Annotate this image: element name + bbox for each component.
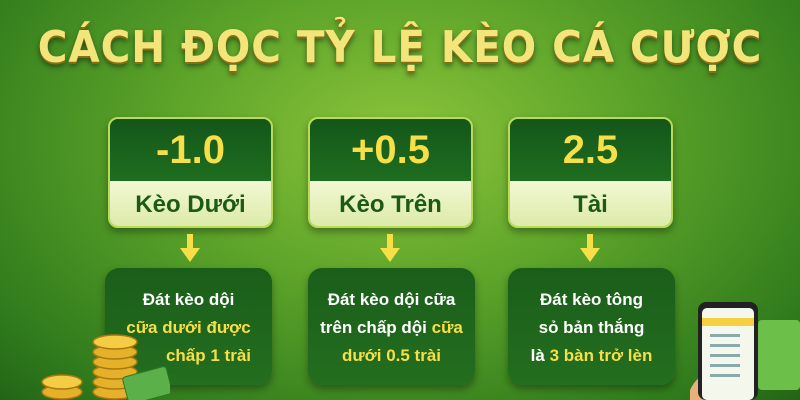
desc-text: sỏ bản thắng <box>538 318 645 337</box>
odds-card-tai: 2.5 Tài <box>508 117 673 228</box>
desc-highlight: cữa dưới được <box>126 318 251 337</box>
page-title: CÁCH ĐỌC TỶ LỆ KÈO CÁ CƯỢC <box>37 22 763 73</box>
odds-card-keo-duoi: -1.0 Kèo Dưới <box>108 117 273 228</box>
desc-highlight: dưới 0.5 trài <box>341 346 442 365</box>
odds-label: Tài <box>510 181 671 226</box>
odds-card-keo-tren: +0.5 Kèo Trên <box>308 117 473 228</box>
gold-coins-icon <box>41 334 170 400</box>
odds-value: +0.5 <box>310 119 471 181</box>
desc-text: Đát kèo dội cữa <box>327 290 456 309</box>
odds-label: Kèo Trên <box>310 181 471 226</box>
desc-highlight: 3 bàn trở lèn <box>549 346 653 365</box>
desc-highlight: chấp 1 trài <box>165 346 252 365</box>
desc-text: trên chấp dội <box>320 318 432 337</box>
desc-highlight: cữa <box>431 318 463 337</box>
smartphone-icon <box>690 302 800 400</box>
desc-text: Đát kèo tông <box>540 290 643 309</box>
odds-label: Kèo Dưới <box>110 181 271 226</box>
desc-text: là <box>530 346 550 365</box>
odds-value: 2.5 <box>510 119 671 181</box>
arrow-down-icon <box>580 234 600 262</box>
odds-value: -1.0 <box>110 119 271 181</box>
description-box-tai: Đát kèo tông sỏ bản thắng là 3 bàn trở l… <box>508 268 675 385</box>
arrow-down-icon <box>380 234 400 262</box>
cash-icon <box>122 366 170 400</box>
description-box-keo-tren: Đát kèo dội cữa trên chấp dội cữa dưới 0… <box>308 268 475 385</box>
arrow-down-icon <box>180 234 200 262</box>
desc-text: Đát kèo dội <box>142 290 235 309</box>
